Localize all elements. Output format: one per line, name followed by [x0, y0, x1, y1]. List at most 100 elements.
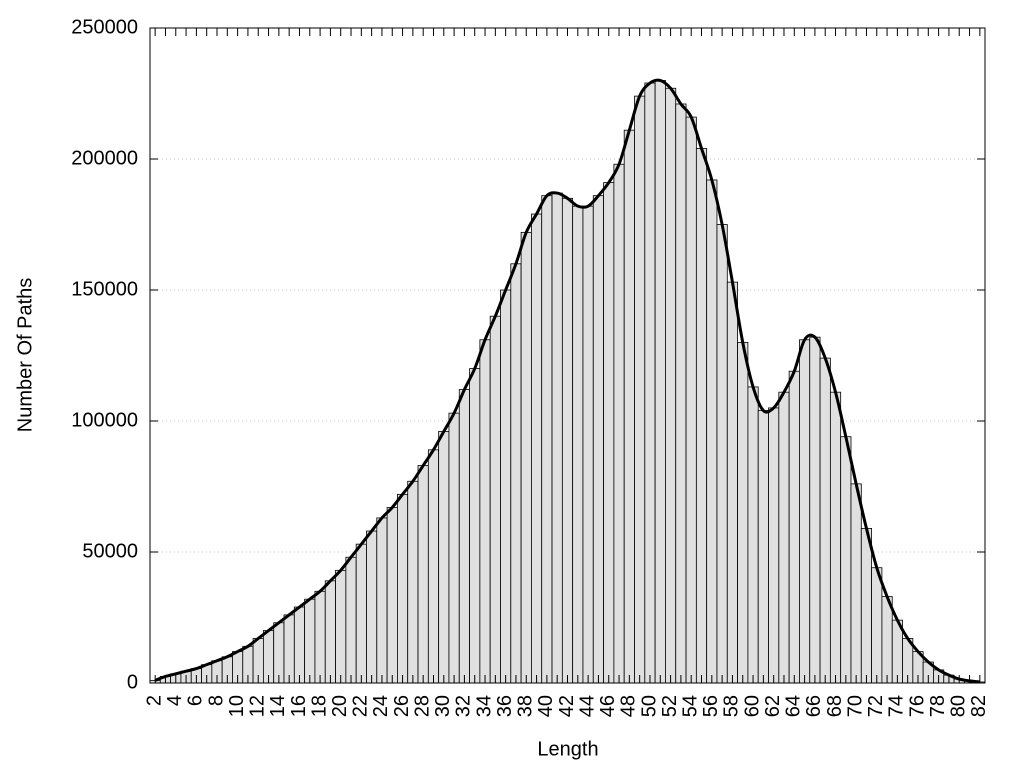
- bar: [716, 224, 728, 684]
- bar: [613, 163, 625, 684]
- x-tick-label: 16: [288, 695, 310, 717]
- bar: [685, 116, 697, 684]
- y-tick-label: 100000: [71, 409, 138, 431]
- x-tick-label: 60: [741, 695, 763, 717]
- x-tick-label: 30: [432, 695, 454, 717]
- bar: [634, 95, 646, 684]
- x-tick-label: 64: [783, 695, 805, 717]
- x-tick-label: 44: [576, 695, 598, 717]
- x-tick-label: 10: [226, 695, 248, 717]
- x-tick-label: 32: [453, 695, 475, 717]
- x-tick-label: 2: [143, 695, 165, 706]
- x-tick-label: 52: [659, 695, 681, 717]
- y-axis-label: Number Of Paths: [14, 278, 36, 433]
- x-tick-label: 62: [762, 695, 784, 717]
- bar: [541, 195, 553, 684]
- bar: [283, 614, 295, 684]
- bar: [860, 528, 873, 684]
- x-tick-label: 82: [968, 695, 990, 717]
- x-tick-label: 4: [164, 695, 186, 706]
- y-tick-label: 200000: [71, 147, 138, 169]
- y-tick-label: 250000: [71, 16, 138, 38]
- bar: [788, 370, 800, 684]
- bar: [458, 389, 470, 684]
- bar: [489, 315, 501, 684]
- bar: [654, 80, 666, 684]
- bar: [871, 567, 883, 684]
- bar: [706, 179, 718, 684]
- bar: [469, 368, 481, 684]
- bar: [840, 436, 852, 684]
- bar: [695, 148, 708, 684]
- x-tick-label: 68: [824, 695, 846, 717]
- x-tick-label: 66: [803, 695, 825, 717]
- bar: [366, 530, 378, 684]
- x-tick-label: 8: [205, 695, 227, 706]
- bar: [438, 431, 450, 684]
- bar: [778, 391, 790, 684]
- x-tick-label: 34: [473, 695, 495, 717]
- x-tick-label: 78: [927, 695, 949, 717]
- bar: [448, 412, 460, 684]
- bar: [427, 449, 440, 684]
- bar: [520, 231, 532, 684]
- bar: [665, 87, 677, 684]
- bar: [747, 386, 759, 684]
- x-tick-label: 72: [865, 695, 887, 717]
- bar: [850, 483, 862, 684]
- bar: [510, 263, 522, 684]
- x-tick-label: 18: [308, 695, 330, 717]
- x-tick-label: 54: [679, 695, 701, 717]
- x-tick-label: 6: [185, 695, 207, 706]
- bar: [829, 391, 842, 684]
- bar: [314, 590, 326, 684]
- bar: [324, 580, 336, 684]
- bar: [561, 197, 574, 684]
- bar: [397, 493, 409, 684]
- x-tick-label: 74: [886, 695, 908, 717]
- bar: [345, 556, 357, 684]
- x-tick-label: 38: [515, 695, 537, 717]
- plot-frame: [149, 27, 986, 684]
- bar: [376, 517, 388, 684]
- bar: [603, 182, 615, 684]
- bar: [582, 205, 594, 684]
- bar: [726, 281, 738, 684]
- bar: [757, 410, 769, 684]
- bar: [273, 622, 285, 684]
- bar: [293, 606, 306, 684]
- bar: [881, 596, 893, 684]
- bar: [335, 569, 347, 684]
- bar: [623, 129, 635, 684]
- x-tick-label: 40: [535, 695, 557, 717]
- x-tick-label: 76: [906, 695, 928, 717]
- x-tick-label: 14: [267, 695, 289, 717]
- x-tick-label: 26: [391, 695, 413, 717]
- bar: [551, 192, 563, 684]
- y-tick-label: 150000: [71, 278, 138, 300]
- bar: [572, 205, 584, 684]
- x-tick-label: 50: [638, 695, 660, 717]
- x-tick-label: 20: [329, 695, 351, 717]
- x-tick-label: 12: [247, 695, 269, 717]
- bar: [675, 103, 687, 684]
- bar: [355, 543, 367, 684]
- bar: [417, 465, 429, 684]
- y-tick-label: 50000: [82, 540, 138, 562]
- bar: [531, 213, 543, 684]
- bar: [592, 195, 604, 684]
- x-tick-label: 28: [411, 695, 433, 717]
- bar: [500, 289, 512, 684]
- x-tick-label: 24: [370, 695, 392, 717]
- bar: [304, 598, 316, 684]
- x-tick-label: 46: [597, 695, 619, 717]
- x-tick-label: 80: [948, 695, 970, 717]
- x-axis-label: Length: [537, 738, 598, 760]
- bar: [819, 357, 831, 684]
- x-tick-label: 22: [350, 695, 372, 717]
- bar: [386, 507, 398, 684]
- bar: [644, 82, 656, 684]
- x-tick-label: 36: [494, 695, 516, 717]
